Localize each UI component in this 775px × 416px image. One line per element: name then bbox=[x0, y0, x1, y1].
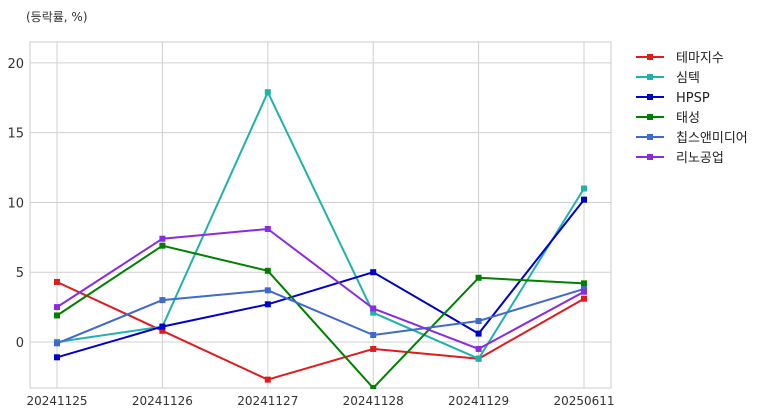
x-tick-label: 20241129 bbox=[448, 394, 509, 408]
data-point-marker bbox=[475, 330, 482, 337]
legend-item: HPSP bbox=[636, 91, 710, 106]
data-point-marker bbox=[264, 287, 271, 294]
data-point-marker bbox=[581, 196, 587, 203]
data-point-marker bbox=[264, 301, 271, 308]
data-point-marker bbox=[264, 225, 271, 232]
data-point-marker bbox=[475, 355, 482, 362]
y-tick-label: 15 bbox=[7, 127, 24, 142]
legend-label: 리노공업 bbox=[676, 151, 724, 166]
data-point-marker bbox=[159, 323, 166, 330]
data-point-marker bbox=[370, 305, 377, 312]
legend-item: 심텍 bbox=[636, 71, 700, 86]
data-point-marker bbox=[581, 185, 587, 192]
legend-item: 테마지수 bbox=[636, 51, 724, 66]
data-point-marker bbox=[581, 280, 587, 287]
data-point-marker bbox=[264, 267, 271, 274]
data-point-marker bbox=[159, 242, 166, 249]
series-4 bbox=[54, 242, 587, 389]
y-tick-label: 5 bbox=[16, 266, 24, 281]
legend-marker bbox=[647, 54, 653, 60]
plot-frame bbox=[29, 41, 612, 389]
chart-grid bbox=[29, 41, 612, 389]
series-line bbox=[56, 281, 585, 381]
data-point-marker bbox=[54, 304, 60, 311]
data-point-marker bbox=[475, 345, 482, 352]
data-point-marker bbox=[264, 376, 271, 383]
series-line bbox=[56, 244, 585, 389]
legend-marker bbox=[647, 114, 653, 120]
data-point-marker bbox=[54, 354, 60, 361]
legend-label: 칩스앤미디어 bbox=[676, 131, 748, 146]
data-point-marker bbox=[370, 309, 377, 316]
data-point-marker bbox=[54, 340, 60, 347]
series-2 bbox=[54, 89, 587, 362]
data-point-marker bbox=[54, 278, 60, 285]
legend-marker bbox=[647, 74, 653, 80]
series-line bbox=[56, 199, 585, 359]
y-tick-label: 10 bbox=[7, 196, 24, 211]
x-tick-label: 20241128 bbox=[343, 394, 404, 408]
data-point-marker bbox=[370, 269, 377, 276]
data-point-marker bbox=[159, 327, 166, 334]
data-point-marker bbox=[475, 318, 482, 325]
data-point-marker bbox=[370, 345, 377, 352]
legend-marker bbox=[647, 154, 653, 160]
series-5 bbox=[54, 285, 587, 347]
legend-label: 테마지수 bbox=[676, 51, 724, 66]
data-point-marker bbox=[581, 295, 587, 302]
series-line bbox=[56, 91, 585, 360]
data-point-marker bbox=[54, 312, 60, 319]
y-tick-label: 0 bbox=[16, 336, 24, 351]
series-line bbox=[56, 228, 585, 350]
legend-marker bbox=[647, 94, 653, 100]
x-tick-label: 20241127 bbox=[237, 394, 298, 408]
data-point-marker bbox=[159, 297, 166, 304]
data-point-marker bbox=[159, 235, 166, 242]
series-line bbox=[56, 287, 585, 345]
chart-series bbox=[54, 89, 587, 389]
data-point-marker bbox=[475, 274, 482, 281]
legend-item: 태성 bbox=[636, 111, 700, 126]
x-tick-label: 20241125 bbox=[26, 394, 87, 408]
legend-label: HPSP bbox=[676, 91, 710, 106]
series-3 bbox=[54, 196, 587, 361]
data-point-marker bbox=[264, 89, 271, 96]
series-6 bbox=[54, 225, 587, 352]
x-tick-label: 20241126 bbox=[132, 394, 193, 408]
data-point-marker bbox=[370, 331, 377, 338]
data-point-marker bbox=[581, 288, 587, 295]
legend-label: 심텍 bbox=[676, 71, 700, 86]
legend-item: 칩스앤미디어 bbox=[636, 131, 748, 146]
legend-item: 리노공업 bbox=[636, 151, 724, 166]
y-tick-label: 20 bbox=[7, 57, 24, 72]
chart-axes: 0 5 10 15 20 20241125 20241126 20241127 20241128… bbox=[7, 57, 614, 408]
legend-label: 태성 bbox=[676, 111, 700, 126]
x-tick-label: 20250611 bbox=[553, 394, 614, 408]
legend-marker bbox=[647, 134, 653, 140]
y-axis-unit-label: (등락률, %) bbox=[26, 10, 88, 24]
data-point-marker bbox=[370, 385, 377, 389]
